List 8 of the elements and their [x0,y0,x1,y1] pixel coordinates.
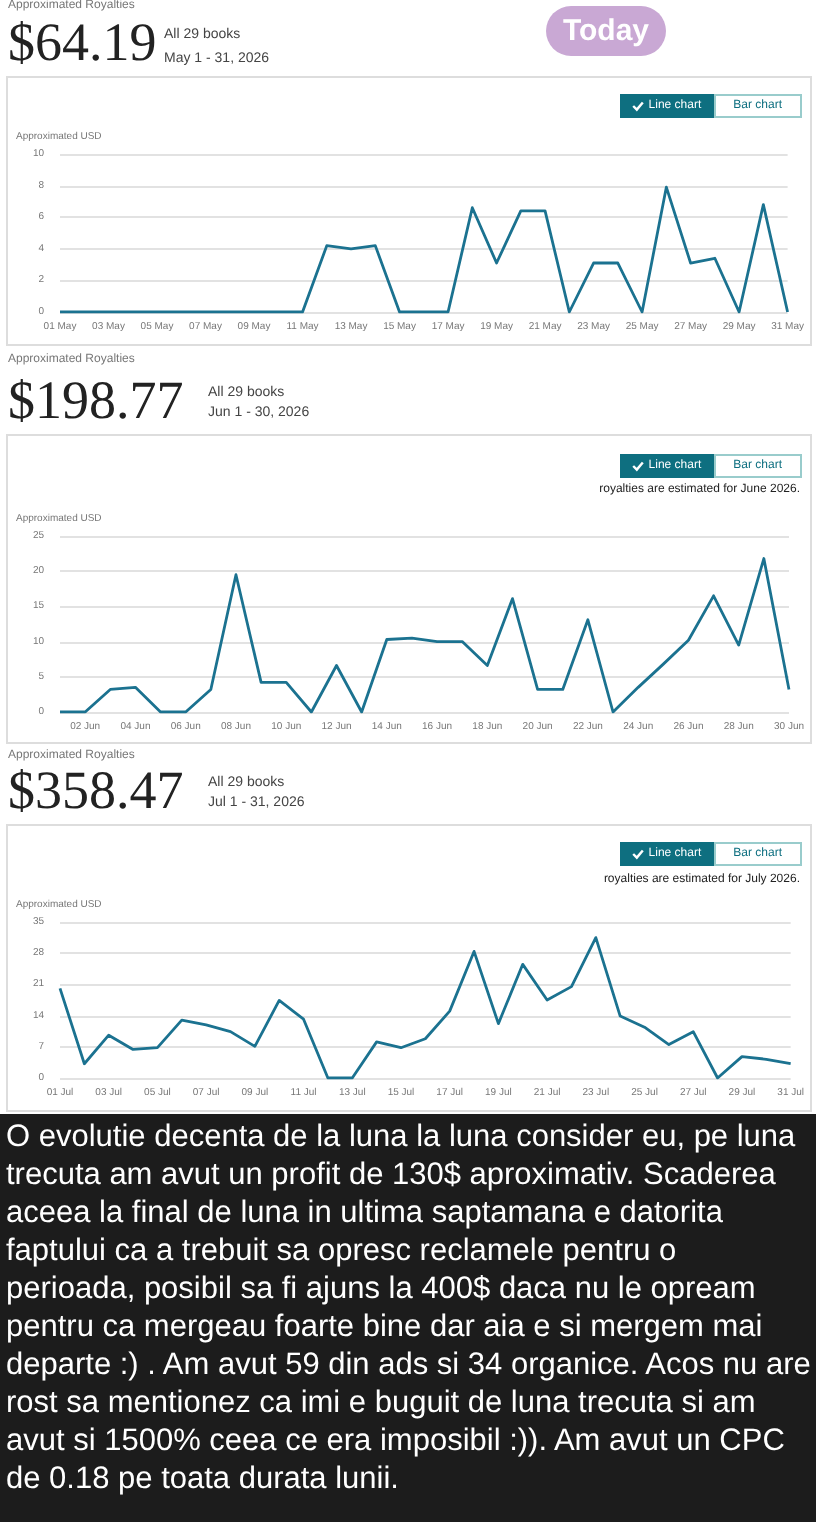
line-series [58,557,791,714]
chart-title: $358.47 [8,760,184,822]
chart-title: $64.19 [8,12,157,74]
text: O evolutie decenta de la luna la luna consider eu, pe luna trecuta am avut un profit de 130$ aproximativ. Scaderea aceea la final de luna in ultima saptamana e datorita faptului ca a trebuit sa opresc reclamele pentru o perioada, posibil sa fi ajuns la 400$ daca nu le opream pentru ca mergeau foarte bine dar aia e si mergem mai departe :) . Am avut 59 din ads si 34 organice. Acos nu are rost sa mentionez ca imi e buguit de luna trecuta si am avut si 1500% ceea ce era imposibil :)). Am avut un CPC de 0.18 pe toata durata lunii. [6,1120,811,1496]
chart-title: $198.77 [8,370,184,432]
line-series [58,936,793,1080]
text: Today [546,6,666,56]
line-series [58,185,789,314]
